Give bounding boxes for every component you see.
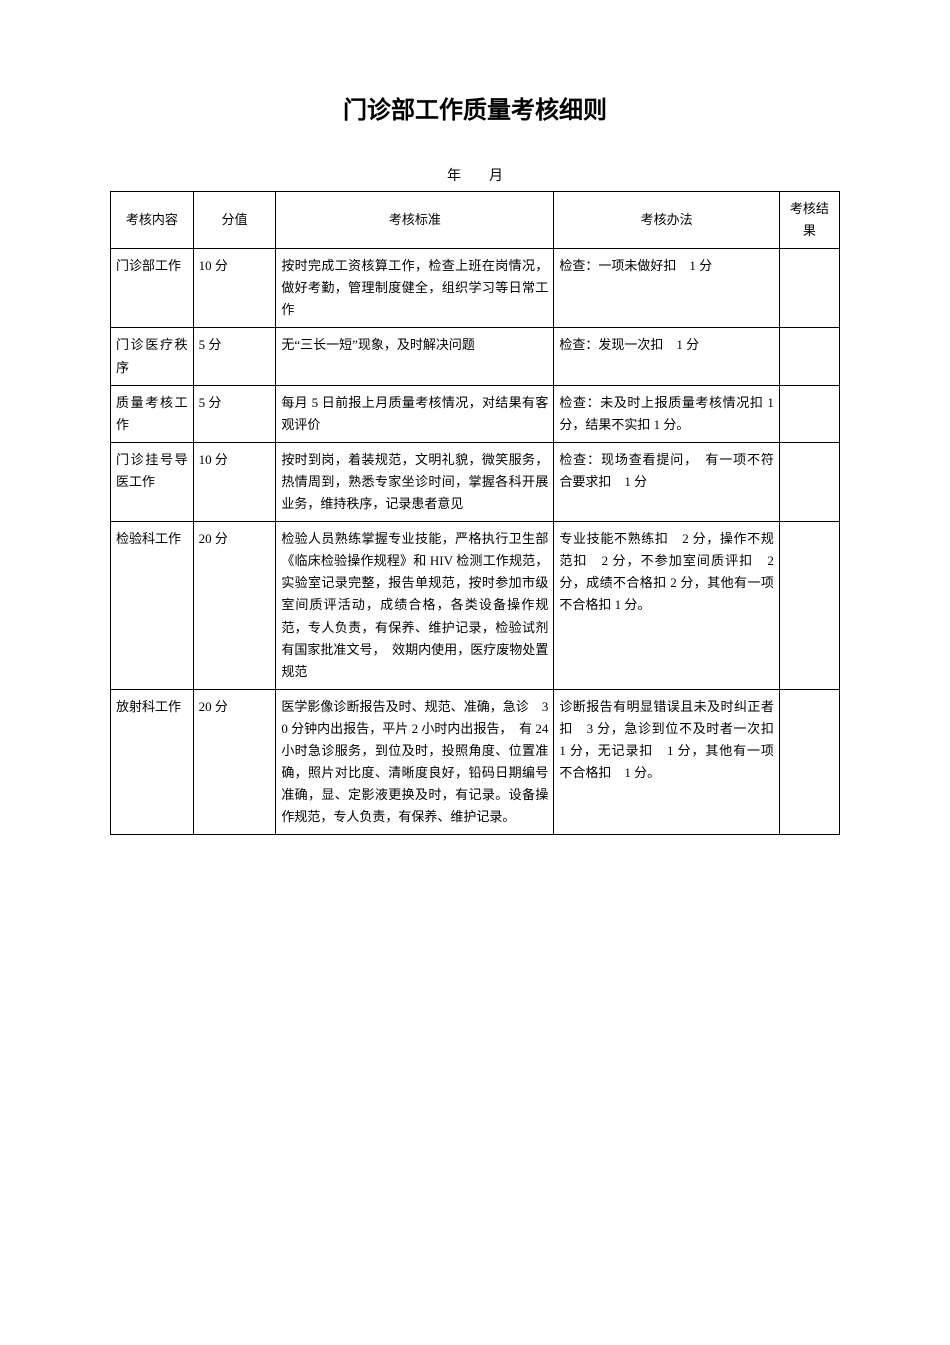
- table-header-row: 考核内容 分值 考核标准 考核办法 考核结果: [111, 192, 840, 249]
- col-header-result: 考核结果: [779, 192, 839, 249]
- cell-standard: 每月 5 日前报上月质量考核情况，对结果有客观评价: [276, 385, 554, 442]
- cell-content: 质量考核工作: [111, 385, 194, 442]
- cell-method: 专业技能不熟练扣 2 分，操作不规范扣 2 分，不参加室间质评扣 2 分，成绩不…: [554, 522, 779, 690]
- cell-content: 门诊部工作: [111, 249, 194, 328]
- cell-score: 5 分: [193, 385, 276, 442]
- cell-method: 检查：发现一次扣 1 分: [554, 328, 779, 385]
- col-header-score: 分值: [193, 192, 276, 249]
- cell-content: 放射科工作: [111, 689, 194, 835]
- cell-score: 5 分: [193, 328, 276, 385]
- table-row: 门诊挂号导医工作 10 分 按时到岗，着装规范，文明礼貌，微笑服务，热情周到，熟…: [111, 442, 840, 521]
- table-row: 检验科工作 20 分 检验人员熟练掌握专业技能，严格执行卫生部《临床检验操作规程…: [111, 522, 840, 690]
- cell-standard: 检验人员熟练掌握专业技能，严格执行卫生部《临床检验操作规程》和 HIV 检测工作…: [276, 522, 554, 690]
- cell-result: [779, 689, 839, 835]
- cell-result: [779, 249, 839, 328]
- cell-standard: 无“三长一短”现象，及时解决问题: [276, 328, 554, 385]
- cell-result: [779, 328, 839, 385]
- col-header-method: 考核办法: [554, 192, 779, 249]
- cell-score: 10 分: [193, 442, 276, 521]
- cell-method: 检查：现场查看提问， 有一项不符合要求扣 1 分: [554, 442, 779, 521]
- cell-score: 10 分: [193, 249, 276, 328]
- table-row: 放射科工作 20 分 医学影像诊断报告及时、规范、准确，急诊 30 分钟内出报告…: [111, 689, 840, 835]
- cell-content: 门诊医疗秩序: [111, 328, 194, 385]
- cell-score: 20 分: [193, 522, 276, 690]
- cell-score: 20 分: [193, 689, 276, 835]
- cell-content: 门诊挂号导医工作: [111, 442, 194, 521]
- cell-method: 诊断报告有明显错误且未及时纠正者扣 3 分，急诊到位不及时者一次扣 1 分，无记…: [554, 689, 779, 835]
- cell-standard: 医学影像诊断报告及时、规范、准确，急诊 30 分钟内出报告，平片 2 小时内出报…: [276, 689, 554, 835]
- assessment-table: 考核内容 分值 考核标准 考核办法 考核结果 门诊部工作 10 分 按时完成工资…: [110, 191, 840, 835]
- table-row: 门诊医疗秩序 5 分 无“三长一短”现象，及时解决问题 检查：发现一次扣 1 分: [111, 328, 840, 385]
- cell-result: [779, 522, 839, 690]
- table-row: 门诊部工作 10 分 按时完成工资核算工作，检查上班在岗情况，做好考勤，管理制度…: [111, 249, 840, 328]
- date-line: 年 月: [110, 165, 840, 185]
- cell-result: [779, 385, 839, 442]
- cell-method: 检查：未及时上报质量考核情况扣 1 分，结果不实扣 1 分。: [554, 385, 779, 442]
- cell-method: 检查：一项未做好扣 1 分: [554, 249, 779, 328]
- cell-standard: 按时到岗，着装规范，文明礼貌，微笑服务，热情周到，熟悉专家坐诊时间，掌握各科开展…: [276, 442, 554, 521]
- col-header-standard: 考核标准: [276, 192, 554, 249]
- cell-standard: 按时完成工资核算工作，检查上班在岗情况，做好考勤，管理制度健全，组织学习等日常工…: [276, 249, 554, 328]
- col-header-content: 考核内容: [111, 192, 194, 249]
- cell-content: 检验科工作: [111, 522, 194, 690]
- cell-result: [779, 442, 839, 521]
- page-title: 门诊部工作质量考核细则: [110, 90, 840, 125]
- table-row: 质量考核工作 5 分 每月 5 日前报上月质量考核情况，对结果有客观评价 检查：…: [111, 385, 840, 442]
